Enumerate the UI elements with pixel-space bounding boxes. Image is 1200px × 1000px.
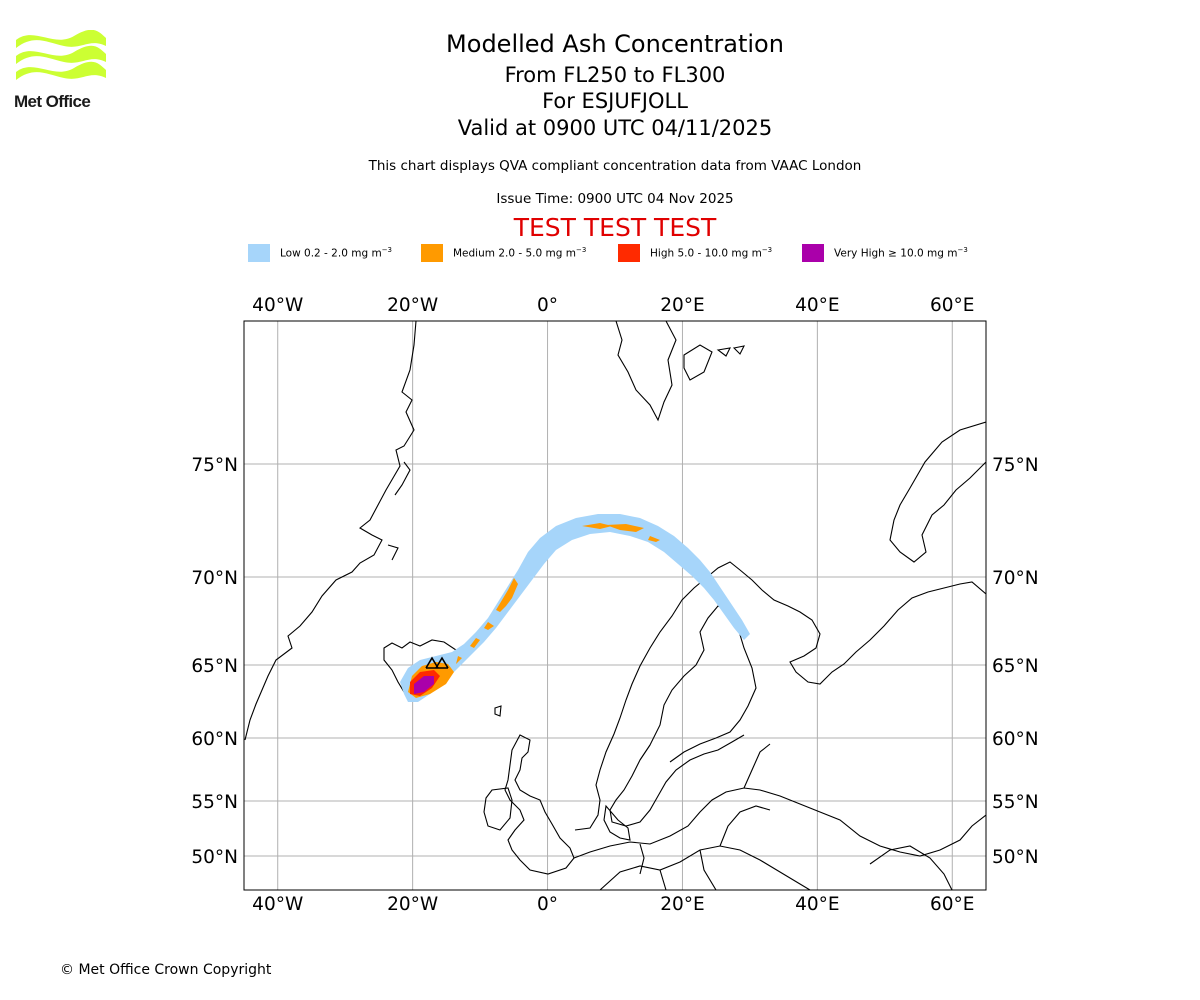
met-office-wave-logo [16, 29, 106, 80]
lat-tick-label-left: 65°N [191, 656, 238, 677]
lat-tick-label-right: 75°N [992, 455, 1039, 476]
svalbard-island [683, 344, 713, 381]
country-borders [659, 869, 667, 890]
ireland-coast [483, 787, 513, 831]
lat-tick-label-right: 70°N [992, 568, 1039, 589]
coastlines [244, 321, 986, 890]
country-borders [599, 845, 811, 890]
lon-tick-label-top: 60°E [930, 295, 974, 316]
novaya-zemlya-coast [889, 421, 986, 563]
svalbard-island [732, 345, 745, 355]
test-banner: TEST TEST TEST [513, 213, 717, 242]
legend-label-low: Low 0.2 - 2.0 mg m−3 [280, 246, 393, 260]
lat-tick-label-right: 50°N [992, 847, 1039, 868]
lon-tick-label-top: 0° [537, 295, 558, 316]
baltic-sweden-coast [609, 734, 745, 827]
legend-swatch-low [248, 244, 270, 262]
ash-plume [400, 514, 750, 702]
lat-tick-label-left: 70°N [191, 568, 238, 589]
greenland-fjord [394, 461, 411, 496]
country-borders [719, 805, 771, 847]
greenland-coast [244, 321, 417, 741]
lat-tick-label-left: 75°N [191, 455, 238, 476]
valid-time: Valid at 0900 UTC 04/11/2025 [457, 116, 773, 140]
lon-tick-label-bottom: 40°E [795, 894, 839, 915]
volcano-name: For ESJUFJOLL [542, 89, 688, 113]
british-isles-coast [504, 734, 575, 875]
lon-tick-label-bottom: 60°E [930, 894, 974, 915]
country-borders [639, 843, 645, 875]
lon-tick-label-top: 20°W [387, 295, 438, 316]
issue-time: Issue Time: 0900 UTC 04 Nov 2025 [496, 191, 734, 207]
faroe-islands [494, 705, 502, 717]
continental-europe-coast [573, 787, 986, 859]
lon-tick-label-bottom: 20°E [660, 894, 704, 915]
denmark-coast [603, 804, 631, 841]
legend-label-high: High 5.0 - 10.0 mg m−3 [650, 246, 773, 260]
caspian-north [869, 845, 953, 890]
svalbard-island [716, 347, 731, 357]
axis-tick-labels: 40°W 40°W 20°W 20°W 0° 0° 20°E 20°E 40°E 40°E 60°E… [191, 295, 1038, 915]
lat-tick-label-left: 50°N [191, 847, 238, 868]
copyright-notice: © Met Office Crown Copyright [60, 962, 272, 978]
flight-level-range: From FL250 to FL300 [504, 63, 726, 87]
svalbard-coast [615, 321, 677, 422]
met-office-logo: Met Office [14, 29, 109, 112]
legend-swatch-very-high [802, 244, 824, 262]
map-frame-background [244, 321, 986, 890]
ash-very-high-concentration [414, 676, 434, 694]
legend-label-very-high: Very High ≥ 10.0 mg m−3 [834, 246, 968, 260]
chart-title: Modelled Ash Concentration [446, 30, 784, 58]
country-borders [699, 849, 717, 890]
lat-tick-label-right: 65°N [992, 656, 1039, 677]
scandinavia-coast [574, 561, 986, 831]
lon-tick-label-top: 40°E [795, 295, 839, 316]
lon-tick-label-top: 40°W [252, 295, 303, 316]
country-borders [743, 743, 771, 789]
lat-tick-label-right: 60°N [992, 729, 1039, 750]
chart-subtitle: This chart displays QVA compliant concen… [368, 158, 862, 174]
legend-swatch-medium [421, 244, 443, 262]
lat-tick-label-left: 60°N [191, 729, 238, 750]
lat-tick-label-left: 55°N [191, 792, 238, 813]
lon-tick-label-bottom: 0° [537, 894, 558, 915]
graticule [244, 321, 986, 890]
lat-tick-label-right: 55°N [992, 792, 1039, 813]
lon-tick-label-bottom: 20°W [387, 894, 438, 915]
lon-tick-label-top: 20°E [660, 295, 704, 316]
greenland-fjord [387, 544, 399, 561]
volcano-triangle-icon [425, 656, 449, 669]
legend-swatch-high [618, 244, 640, 262]
logo-text: Met Office [14, 92, 91, 111]
legend-label-medium: Medium 2.0 - 5.0 mg m−3 [453, 246, 587, 260]
lon-tick-label-bottom: 40°W [252, 894, 303, 915]
map-frame [243, 320, 987, 891]
